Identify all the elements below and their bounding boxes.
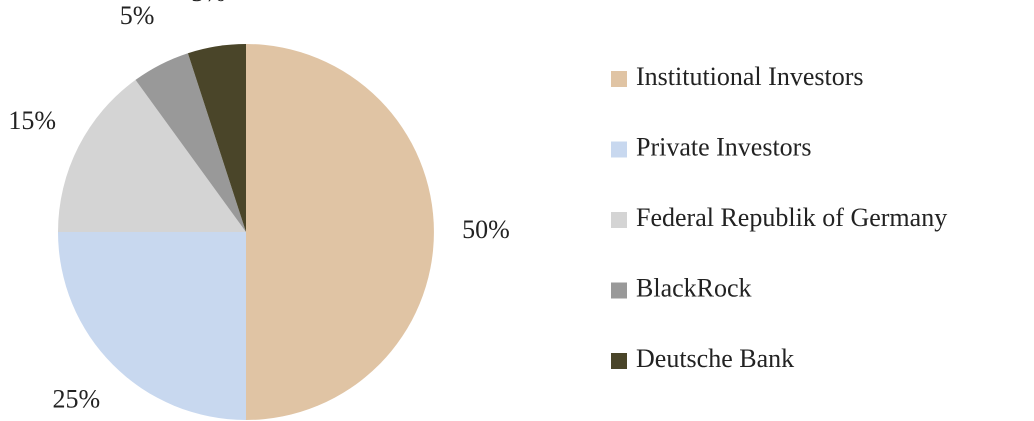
pie-slice	[58, 79, 246, 232]
data-label: 50%	[462, 215, 510, 244]
legend-swatch	[611, 141, 627, 158]
legend-swatch	[611, 282, 627, 299]
legend-swatch	[611, 212, 627, 228]
pie-slice	[187, 44, 246, 232]
legend-swatch	[611, 353, 627, 369]
legend-label: Deutsche Bank	[636, 344, 794, 373]
legend-label: Institutional Investors	[636, 62, 863, 91]
legend-swatch	[611, 71, 627, 87]
data-label: 25%	[52, 385, 100, 414]
legend-label: Federal Republik of Germany	[636, 203, 947, 232]
data-label: 5%	[191, 0, 226, 7]
pie-slice	[246, 44, 434, 420]
pie-slice	[58, 232, 246, 420]
legend-label: Private Investors	[636, 132, 811, 161]
legend-label: BlackRock	[636, 273, 752, 302]
data-label: 15%	[8, 106, 56, 135]
data-label: 5%	[120, 1, 155, 30]
pie-slice	[135, 53, 246, 233]
